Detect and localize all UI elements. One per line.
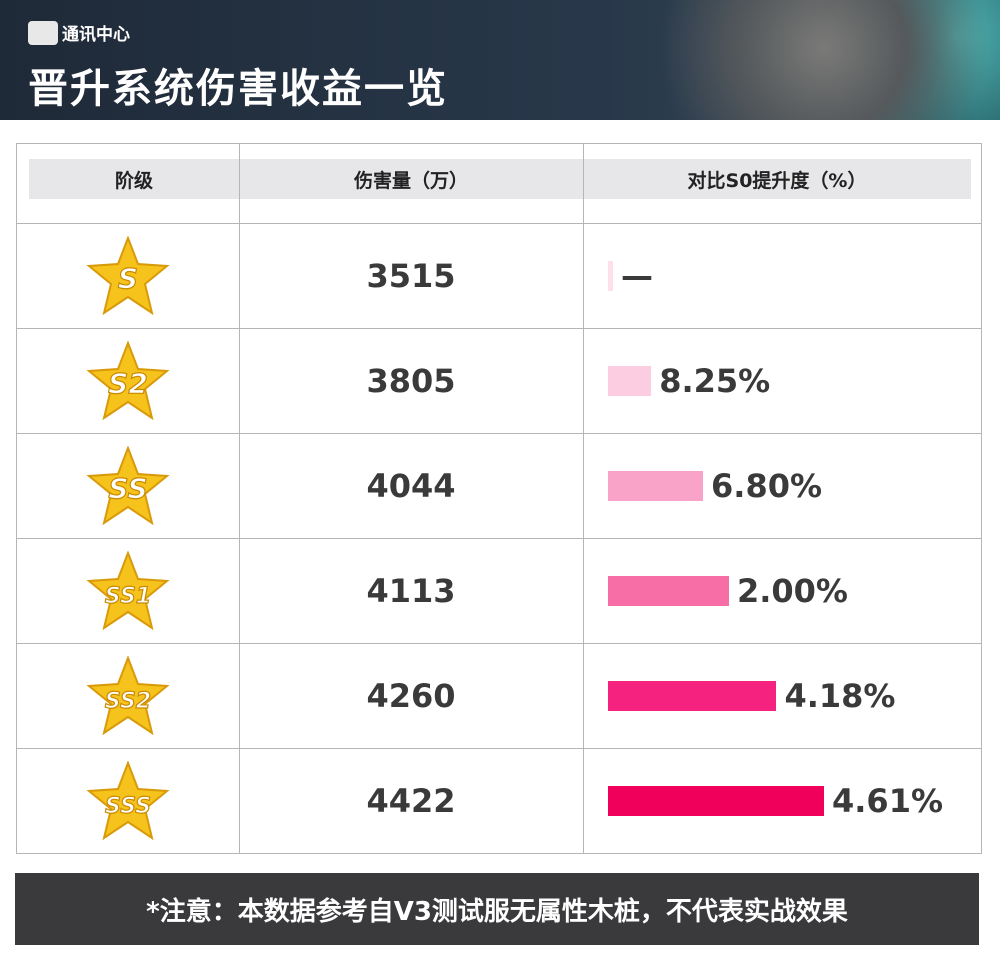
header-banner: 通讯中心 晋升系统伤害收益一览	[0, 0, 1000, 120]
column-header-damage: 伤害量（万）	[353, 169, 468, 192]
rank-badge-icon: SSS	[86, 761, 170, 841]
rank-badge-icon: SS2	[86, 656, 170, 736]
rank-cell: S	[17, 224, 239, 328]
table-row: S 3515 —	[17, 223, 981, 328]
damage-cell: 4422	[366, 782, 456, 820]
rank-label: SSS	[105, 794, 151, 819]
rank-cell: SSS	[17, 749, 239, 853]
damage-cell: 3805	[366, 362, 456, 400]
damage-table: 阶级 伤害量（万） 对比S0提升度（%） S 3515 — S2 3805 8.…	[16, 143, 982, 854]
increase-value: —	[621, 257, 653, 295]
rank-label: S	[118, 262, 138, 295]
table-row: SS2 4260 4.18%	[17, 643, 981, 748]
column-header-increase: 对比S0提升度（%）	[687, 169, 867, 192]
damage-cell: 3515	[366, 257, 456, 295]
increase-bar	[608, 681, 777, 711]
damage-cell: 4113	[366, 572, 456, 610]
rank-cell: SS1	[17, 539, 239, 643]
increase-value: 4.18%	[784, 677, 896, 715]
increase-bar	[608, 261, 613, 291]
increase-bar	[608, 576, 729, 606]
increase-cell: —	[583, 224, 981, 328]
rank-cell: S2	[17, 329, 239, 433]
increase-value: 6.80%	[711, 467, 823, 505]
rank-label: SS1	[105, 584, 151, 609]
disclaimer-note: *注意：本数据参考自V3测试服无属性木桩，不代表实战效果	[15, 873, 979, 945]
rank-badge-icon: S	[86, 236, 170, 316]
increase-value: 4.61%	[832, 782, 944, 820]
table-row: S2 3805 8.25%	[17, 328, 981, 433]
logo: 通讯中心	[28, 20, 130, 45]
increase-cell: 4.18%	[583, 644, 981, 748]
increase-cell: 2.00%	[583, 539, 981, 643]
rank-label: SS	[108, 472, 147, 505]
rank-label: S2	[108, 367, 148, 400]
increase-value: 8.25%	[659, 362, 771, 400]
increase-bar	[608, 786, 824, 816]
logo-text: 通讯中心	[62, 25, 130, 45]
table-row: SS 4044 6.80%	[17, 433, 981, 538]
page-title: 晋升系统伤害收益一览	[28, 66, 448, 112]
damage-cell: 4044	[366, 467, 456, 505]
table-header: 阶级 伤害量（万） 对比S0提升度（%）	[29, 159, 971, 199]
increase-cell: 4.61%	[583, 749, 981, 853]
rank-cell: SS2	[17, 644, 239, 748]
increase-cell: 8.25%	[583, 329, 981, 433]
damage-cell: 4260	[366, 677, 456, 715]
increase-value: 2.00%	[736, 572, 848, 610]
column-header-rank: 阶级	[114, 169, 153, 192]
rank-badge-icon: S2	[86, 341, 170, 421]
character-art	[560, 0, 1000, 120]
increase-bar	[608, 471, 704, 501]
rank-badge-icon: SS	[86, 446, 170, 526]
rank-badge-icon: SS1	[86, 551, 170, 631]
rank-cell: SS	[17, 434, 239, 538]
logo-mascot-icon	[28, 20, 58, 45]
table-row: SS1 4113 2.00%	[17, 538, 981, 643]
increase-cell: 6.80%	[583, 434, 981, 538]
table-row: SSS 4422 4.61%	[17, 748, 981, 853]
rank-label: SS2	[105, 689, 151, 714]
increase-bar	[608, 366, 652, 396]
